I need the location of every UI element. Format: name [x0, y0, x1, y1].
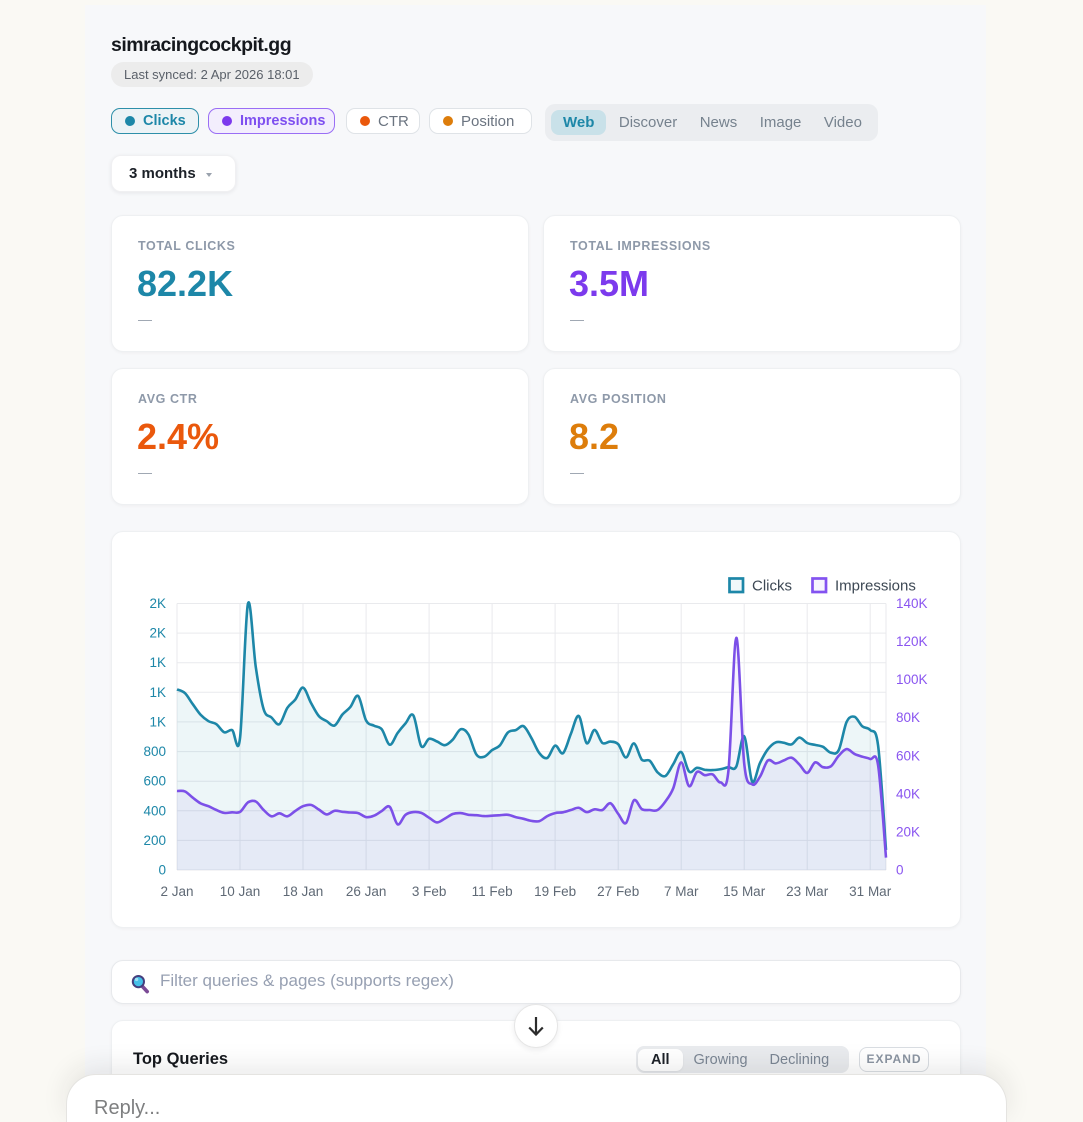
svg-text:31 Mar: 31 Mar	[849, 884, 892, 899]
svg-text:2 Jan: 2 Jan	[160, 884, 193, 899]
svg-text:10 Jan: 10 Jan	[220, 884, 261, 899]
svg-text:1K: 1K	[149, 685, 166, 700]
svg-text:27 Feb: 27 Feb	[597, 884, 639, 899]
svg-text:Impressions: Impressions	[835, 578, 916, 595]
svg-text:20K: 20K	[896, 824, 920, 839]
svg-text:3 Feb: 3 Feb	[412, 884, 447, 899]
svg-text:40K: 40K	[896, 786, 920, 801]
svg-text:1K: 1K	[149, 655, 166, 670]
svg-text:23 Mar: 23 Mar	[786, 884, 829, 899]
svg-text:Clicks: Clicks	[752, 578, 792, 595]
svg-text:0: 0	[158, 863, 166, 878]
svg-text:11 Feb: 11 Feb	[472, 884, 513, 899]
svg-text:800: 800	[143, 744, 166, 759]
svg-text:600: 600	[143, 774, 166, 789]
svg-text:19 Feb: 19 Feb	[534, 884, 576, 899]
svg-text:1K: 1K	[149, 714, 166, 729]
svg-text:200: 200	[143, 833, 166, 848]
svg-text:2K: 2K	[149, 626, 166, 641]
svg-text:100K: 100K	[896, 672, 928, 687]
svg-text:7 Mar: 7 Mar	[664, 884, 699, 899]
svg-text:400: 400	[143, 803, 166, 818]
svg-text:80K: 80K	[896, 710, 920, 725]
svg-text:140K: 140K	[896, 596, 928, 611]
svg-text:0: 0	[896, 863, 904, 878]
svg-text:120K: 120K	[896, 634, 928, 649]
svg-text:60K: 60K	[896, 748, 920, 763]
svg-text:15 Mar: 15 Mar	[723, 884, 766, 899]
svg-text:2K: 2K	[149, 596, 166, 611]
svg-text:26 Jan: 26 Jan	[346, 884, 387, 899]
svg-text:18 Jan: 18 Jan	[283, 884, 324, 899]
